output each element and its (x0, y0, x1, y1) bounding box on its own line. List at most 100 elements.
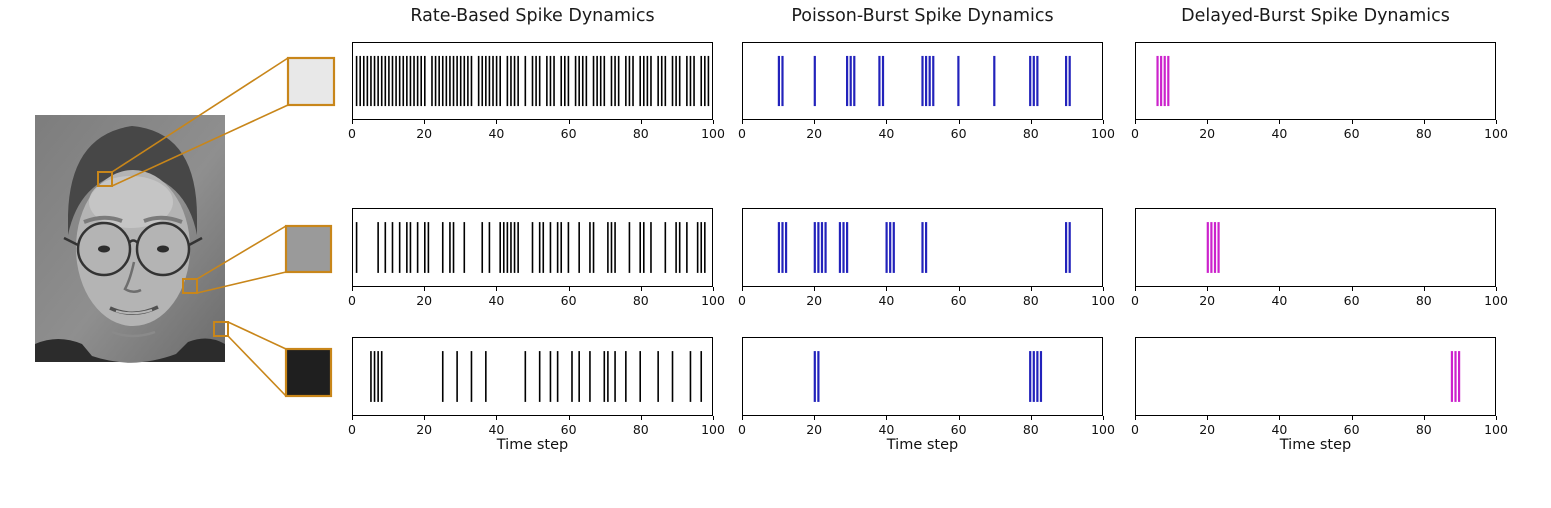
nose (123, 261, 142, 293)
tick-mark (424, 287, 426, 291)
tick-label: 40 (878, 422, 895, 437)
tick-label: 60 (560, 293, 577, 308)
tick-mark (1351, 416, 1353, 420)
tick-label: 60 (950, 293, 967, 308)
tick-mark (713, 120, 714, 124)
tick-label: 0 (1131, 422, 1139, 437)
tick-mark (1103, 120, 1104, 124)
tick-label: 80 (1415, 293, 1432, 308)
x-axis-ticks-r2-c1: 0 20 40 60 80 100 (738, 416, 1115, 442)
tick-label: 20 (416, 126, 433, 141)
spike-raster (1450, 351, 1461, 402)
tick-mark (1207, 416, 1209, 420)
tick-label: 60 (1343, 422, 1360, 437)
tick-label: 20 (416, 422, 433, 437)
tick-mark (814, 287, 816, 291)
tick-mark (352, 287, 353, 291)
tick-mark (958, 287, 960, 291)
tick-label: 0 (738, 293, 746, 308)
tick-label: 60 (560, 422, 577, 437)
tick-label: 80 (632, 293, 649, 308)
tick-label: 0 (348, 126, 356, 141)
tick-label: 100 (701, 422, 725, 437)
spike-raster (355, 222, 706, 273)
tick-mark (742, 120, 743, 124)
tick-mark (424, 120, 426, 124)
tick-label: 100 (1484, 293, 1508, 308)
tick-label: 60 (950, 422, 967, 437)
spike-raster (1156, 55, 1170, 107)
tick-mark (1135, 416, 1136, 420)
pixel-swatch-light (286, 56, 336, 107)
face-photo (35, 115, 225, 363)
glasses-temple-left (63, 236, 79, 247)
x-axis-ticks-r0-c2: 0 20 40 60 80 100 (1131, 120, 1508, 146)
tick-mark (1207, 120, 1209, 124)
raster-panel-light-rate (352, 42, 713, 120)
callout-line-light-top (111, 57, 289, 173)
tick-label: 40 (878, 293, 895, 308)
eyebrow-left (83, 215, 123, 224)
tick-label: 20 (806, 422, 823, 437)
tick-mark (713, 287, 714, 291)
tick-mark (958, 416, 960, 420)
tick-label: 0 (1131, 293, 1139, 308)
tick-mark (958, 120, 960, 124)
teeth (115, 309, 153, 315)
tick-label: 100 (1091, 422, 1115, 437)
pixel-marker-medium (182, 278, 198, 294)
tick-label: 0 (738, 126, 746, 141)
tick-mark (814, 416, 816, 420)
tick-mark (568, 287, 570, 291)
tick-mark (1103, 416, 1104, 420)
pixel-marker-light (97, 171, 113, 187)
tick-mark (886, 416, 888, 420)
tick-mark (640, 120, 642, 124)
x-axis-label-rate: Time step (496, 437, 569, 453)
tick-mark (742, 287, 743, 291)
tick-mark (1496, 416, 1497, 420)
spike-raster (777, 222, 1071, 273)
tick-label: 80 (1022, 126, 1039, 141)
tick-mark (1496, 120, 1497, 124)
tick-mark (568, 416, 570, 420)
raster-panel-light-poisson (742, 42, 1103, 120)
chin-shadow (111, 330, 156, 338)
tick-label: 60 (950, 126, 967, 141)
tick-mark (1030, 120, 1032, 124)
tick-label: 100 (701, 293, 725, 308)
pixel-swatch-medium (284, 224, 333, 274)
x-axis-label-delayed: Time step (1279, 437, 1352, 453)
tick-mark (424, 416, 426, 420)
tick-label: 80 (1415, 422, 1432, 437)
tick-mark (496, 287, 498, 291)
spike-raster (777, 55, 1071, 107)
tick-mark (1423, 120, 1425, 124)
tick-mark (713, 416, 714, 420)
tick-mark (496, 416, 498, 420)
tick-mark (568, 120, 570, 124)
tick-label: 20 (1199, 422, 1216, 437)
tick-label: 0 (348, 422, 356, 437)
tick-mark (1135, 287, 1136, 291)
spike-raster (1206, 222, 1220, 273)
tick-label: 20 (1199, 293, 1216, 308)
x-axis-ticks-r1-c2: 0 20 40 60 80 100 (1131, 287, 1508, 313)
tick-label: 40 (488, 126, 505, 141)
eye-left (98, 245, 110, 253)
tick-mark (1103, 287, 1104, 291)
tick-mark (1279, 120, 1281, 124)
tick-mark (1351, 287, 1353, 291)
tick-label: 100 (701, 126, 725, 141)
forehead-highlight (89, 176, 173, 228)
tick-label: 20 (806, 126, 823, 141)
tick-mark (1207, 287, 1209, 291)
eyebrow-right (143, 215, 183, 224)
tick-mark (814, 120, 816, 124)
tick-mark (886, 120, 888, 124)
raster-panel-medium-delayed (1135, 208, 1496, 287)
callout-line-light-bottom (111, 104, 289, 187)
glasses-right-lens (135, 221, 191, 277)
tick-mark (640, 416, 642, 420)
tick-mark (1351, 120, 1353, 124)
